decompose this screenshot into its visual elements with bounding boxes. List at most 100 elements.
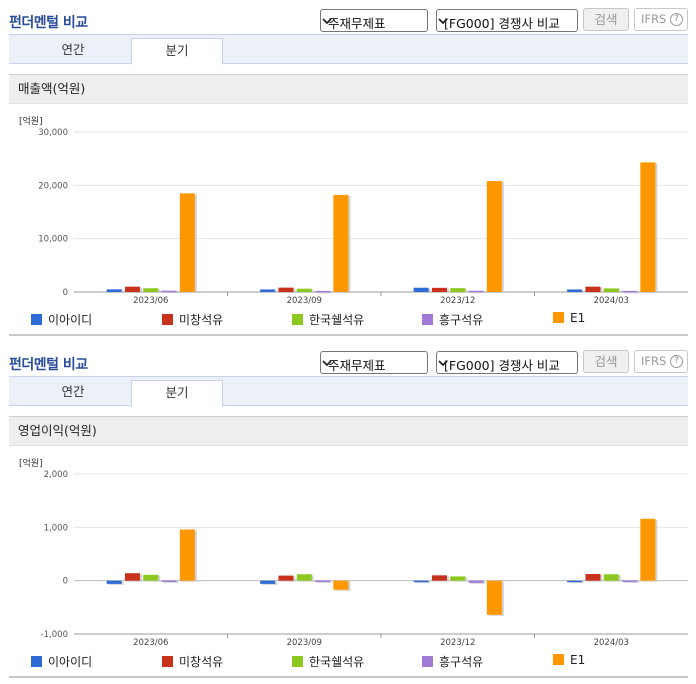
legend-swatch xyxy=(31,314,42,325)
y-unit-label: [억원] xyxy=(19,117,43,127)
bar[interactable] xyxy=(296,288,312,292)
y-tick-label: 30,000 xyxy=(38,128,68,138)
bar-shadow xyxy=(317,291,333,294)
bar[interactable] xyxy=(585,286,601,292)
legend-label: 흥구석유 xyxy=(439,313,484,327)
statement-select-value: 주재무제표 xyxy=(328,16,386,31)
bar[interactable] xyxy=(315,580,331,582)
bar[interactable] xyxy=(431,575,447,581)
x-tick-label: 2023/09 xyxy=(287,296,322,306)
bar[interactable] xyxy=(567,580,583,583)
legend-label: 한국쉘석유 xyxy=(309,313,365,327)
chart-title: 영업이익(억원) xyxy=(9,416,688,446)
bar[interactable] xyxy=(585,574,601,581)
bar[interactable] xyxy=(640,162,656,292)
legend-item[interactable]: 흥구석유 xyxy=(422,653,483,670)
legend-label: 미창석유 xyxy=(179,655,224,669)
bar[interactable] xyxy=(179,529,195,581)
operating-profit-bar-chart: -1,000 0 1,000 2,000 2023/06 2023/09 2023/12 20… xyxy=(41,470,688,648)
bar[interactable] xyxy=(278,287,294,292)
search-button[interactable]: 검색 xyxy=(583,8,629,31)
bar[interactable] xyxy=(179,193,195,292)
bar-shadow xyxy=(624,291,640,294)
revenue-bar-chart: 0 10,000 20,000 30,000 2023/06 2023/09 2023/12… xyxy=(38,128,688,306)
legend-item[interactable]: 미창석유 xyxy=(162,653,223,670)
legend-label: 한국쉘석유 xyxy=(309,655,365,669)
bar[interactable] xyxy=(622,290,638,293)
legend-item[interactable]: 흥구석유 xyxy=(422,311,483,328)
legend-label: 흥구석유 xyxy=(439,655,484,669)
tab-quarterly[interactable]: 분기 xyxy=(131,38,223,65)
legend-swatch xyxy=(292,656,303,667)
legend-swatch xyxy=(292,314,303,325)
legend-item[interactable]: 한국쉘석유 xyxy=(292,653,364,670)
help-icon[interactable]: ? xyxy=(670,13,683,26)
bar[interactable] xyxy=(124,286,140,292)
bar-shadow xyxy=(470,291,486,294)
bar[interactable] xyxy=(603,288,619,292)
chart-legend: 이아이디 미창석유 한국쉘석유 흥구석유 E1 xyxy=(9,307,688,327)
bar[interactable] xyxy=(143,574,159,581)
legend-swatch xyxy=(162,314,173,325)
legend-label: 이아이디 xyxy=(48,655,93,669)
bar[interactable] xyxy=(468,290,484,293)
y-tick-label: 1,000 xyxy=(44,523,68,533)
legend-item[interactable]: E1 xyxy=(553,653,585,667)
bar[interactable] xyxy=(468,580,484,583)
bar[interactable] xyxy=(278,575,294,581)
y-unit-label: [억원] xyxy=(19,459,43,469)
bar[interactable] xyxy=(315,290,331,293)
bar[interactable] xyxy=(260,580,276,584)
bar[interactable] xyxy=(333,194,349,292)
tab-quarterly[interactable]: 분기 xyxy=(131,380,223,407)
fundamental-panel-revenue: 펀더멘털 비교 주재무제표 [FG000] 경쟁사 비교 검색 IFRS? 연간… xyxy=(0,0,696,336)
peer-select[interactable]: [FG000] 경쟁사 비교 xyxy=(436,9,578,32)
peer-select-value: [FG000] 경쟁사 비교 xyxy=(444,358,560,373)
bar[interactable] xyxy=(161,580,177,582)
bar[interactable] xyxy=(161,290,177,293)
legend-item[interactable]: 미창석유 xyxy=(162,311,223,328)
statement-select[interactable]: 주재무제표 xyxy=(320,351,428,374)
bar[interactable] xyxy=(296,574,312,581)
legend-item[interactable]: 이아이디 xyxy=(31,311,92,328)
tab-annual[interactable]: 연간 xyxy=(61,42,85,57)
period-tabs: 연간 분기 xyxy=(9,376,688,407)
bar[interactable] xyxy=(567,289,583,292)
legend-item[interactable]: E1 xyxy=(553,311,585,325)
bar[interactable] xyxy=(486,580,502,615)
chevron-down-icon xyxy=(322,360,332,367)
bar[interactable] xyxy=(603,574,619,581)
tab-annual[interactable]: 연간 xyxy=(61,384,85,399)
bar[interactable] xyxy=(124,573,140,581)
bar[interactable] xyxy=(640,518,656,581)
legend-item[interactable]: 한국쉘석유 xyxy=(292,311,364,328)
ifrs-button[interactable]: IFRS? xyxy=(634,8,688,31)
bar[interactable] xyxy=(486,181,502,292)
bar[interactable] xyxy=(106,289,122,292)
bar[interactable] xyxy=(450,576,466,581)
chevron-down-icon xyxy=(438,18,448,25)
statement-select[interactable]: 주재무제표 xyxy=(320,9,428,32)
ifrs-button[interactable]: IFRS? xyxy=(634,350,688,373)
legend-swatch xyxy=(422,656,433,667)
x-tick-label: 2023/06 xyxy=(133,638,168,648)
help-icon[interactable]: ? xyxy=(670,355,683,368)
bar[interactable] xyxy=(450,288,466,292)
legend-item[interactable]: 이아이디 xyxy=(31,653,92,670)
bar[interactable] xyxy=(413,287,429,292)
x-tick-label: 2023/12 xyxy=(440,638,475,648)
bar[interactable] xyxy=(431,287,447,292)
bar[interactable] xyxy=(333,580,349,590)
bar[interactable] xyxy=(413,580,429,583)
chart-legend: 이아이디 미창석유 한국쉘석유 흥구석유 E1 xyxy=(9,649,688,669)
bar-shadow xyxy=(163,291,179,294)
legend-label: E1 xyxy=(570,311,586,325)
bar[interactable] xyxy=(143,288,159,292)
bar[interactable] xyxy=(260,289,276,292)
search-button[interactable]: 검색 xyxy=(583,350,629,373)
legend-swatch xyxy=(162,656,173,667)
legend-swatch xyxy=(31,656,42,667)
bar[interactable] xyxy=(106,580,122,584)
bar[interactable] xyxy=(622,580,638,582)
peer-select[interactable]: [FG000] 경쟁사 비교 xyxy=(436,351,578,374)
